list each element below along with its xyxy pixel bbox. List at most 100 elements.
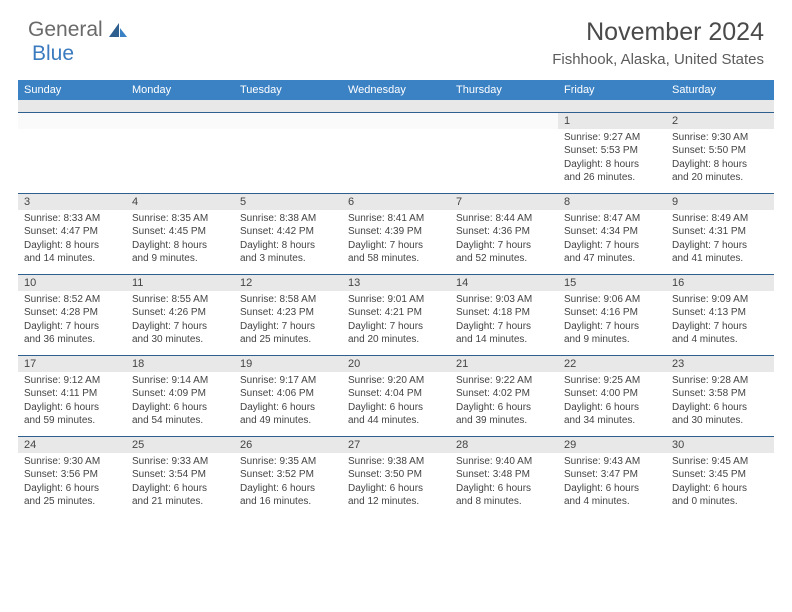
day-header: Sunday (18, 80, 126, 100)
daylight-line-1: Daylight: 6 hours (672, 482, 768, 496)
date-number: 3 (18, 193, 126, 210)
daylight-line-2: and 14 minutes. (456, 333, 552, 347)
sunrise-line: Sunrise: 9:43 AM (564, 455, 660, 469)
logo: General (28, 18, 129, 42)
sunset-line: Sunset: 4:00 PM (564, 387, 660, 401)
sunrise-line: Sunrise: 9:30 AM (24, 455, 120, 469)
date-detail: Sunrise: 9:43 AMSunset: 3:47 PMDaylight:… (558, 453, 666, 517)
date-number: 9 (666, 193, 774, 210)
date-detail: Sunrise: 9:45 AMSunset: 3:45 PMDaylight:… (666, 453, 774, 517)
sunset-line: Sunset: 4:13 PM (672, 306, 768, 320)
date-detail: Sunrise: 9:03 AMSunset: 4:18 PMDaylight:… (450, 291, 558, 356)
sunset-line: Sunset: 4:31 PM (672, 225, 768, 239)
sunset-line: Sunset: 4:09 PM (132, 387, 228, 401)
sunrise-line: Sunrise: 8:49 AM (672, 212, 768, 226)
date-number: 25 (126, 436, 234, 453)
date-number-row: 3456789 (18, 193, 774, 210)
day-header-row: SundayMondayTuesdayWednesdayThursdayFrid… (18, 80, 774, 100)
date-number (126, 112, 234, 129)
daylight-line-2: and 3 minutes. (240, 252, 336, 266)
date-detail: Sunrise: 9:35 AMSunset: 3:52 PMDaylight:… (234, 453, 342, 517)
date-detail: Sunrise: 9:09 AMSunset: 4:13 PMDaylight:… (666, 291, 774, 356)
sunset-line: Sunset: 5:50 PM (672, 144, 768, 158)
daylight-line-2: and 0 minutes. (672, 495, 768, 509)
date-detail: Sunrise: 8:38 AMSunset: 4:42 PMDaylight:… (234, 210, 342, 275)
month-title: November 2024 (552, 18, 764, 47)
sunrise-line: Sunrise: 9:45 AM (672, 455, 768, 469)
date-number: 15 (558, 274, 666, 291)
daylight-line-2: and 9 minutes. (564, 333, 660, 347)
sunrise-line: Sunrise: 9:14 AM (132, 374, 228, 388)
date-number: 1 (558, 112, 666, 129)
date-number: 2 (666, 112, 774, 129)
sunset-line: Sunset: 4:36 PM (456, 225, 552, 239)
sunrise-line: Sunrise: 9:33 AM (132, 455, 228, 469)
date-number: 4 (126, 193, 234, 210)
daylight-line-1: Daylight: 6 hours (240, 401, 336, 415)
sunset-line: Sunset: 3:50 PM (348, 468, 444, 482)
sunrise-line: Sunrise: 9:40 AM (456, 455, 552, 469)
date-detail (450, 129, 558, 194)
logo-text-2: Blue (32, 42, 74, 66)
date-number (234, 112, 342, 129)
daylight-line-2: and 12 minutes. (348, 495, 444, 509)
date-detail: Sunrise: 8:41 AMSunset: 4:39 PMDaylight:… (342, 210, 450, 275)
sunrise-line: Sunrise: 8:47 AM (564, 212, 660, 226)
daylight-line-1: Daylight: 6 hours (348, 482, 444, 496)
date-detail: Sunrise: 9:27 AMSunset: 5:53 PMDaylight:… (558, 129, 666, 194)
date-number: 12 (234, 274, 342, 291)
day-header: Thursday (450, 80, 558, 100)
sunset-line: Sunset: 4:34 PM (564, 225, 660, 239)
date-detail (342, 129, 450, 194)
date-number: 5 (234, 193, 342, 210)
title-block: November 2024 Fishhook, Alaska, United S… (552, 18, 764, 68)
sunrise-line: Sunrise: 9:01 AM (348, 293, 444, 307)
daylight-line-1: Daylight: 7 hours (564, 239, 660, 253)
date-detail: Sunrise: 9:17 AMSunset: 4:06 PMDaylight:… (234, 372, 342, 437)
date-detail: Sunrise: 9:14 AMSunset: 4:09 PMDaylight:… (126, 372, 234, 437)
date-number: 14 (450, 274, 558, 291)
date-number: 10 (18, 274, 126, 291)
daylight-line-2: and 41 minutes. (672, 252, 768, 266)
sunset-line: Sunset: 3:48 PM (456, 468, 552, 482)
date-detail: Sunrise: 9:28 AMSunset: 3:58 PMDaylight:… (666, 372, 774, 437)
daylight-line-1: Daylight: 6 hours (564, 401, 660, 415)
daylight-line-2: and 9 minutes. (132, 252, 228, 266)
sunset-line: Sunset: 3:54 PM (132, 468, 228, 482)
daylight-line-2: and 59 minutes. (24, 414, 120, 428)
date-detail-row: Sunrise: 9:12 AMSunset: 4:11 PMDaylight:… (18, 372, 774, 437)
date-detail-row: Sunrise: 8:33 AMSunset: 4:47 PMDaylight:… (18, 210, 774, 275)
sunset-line: Sunset: 3:52 PM (240, 468, 336, 482)
sunset-line: Sunset: 4:26 PM (132, 306, 228, 320)
daylight-line-2: and 20 minutes. (348, 333, 444, 347)
sunset-line: Sunset: 4:04 PM (348, 387, 444, 401)
sunrise-line: Sunrise: 8:44 AM (456, 212, 552, 226)
calendar-body: SundayMondayTuesdayWednesdayThursdayFrid… (18, 80, 774, 517)
daylight-line-1: Daylight: 7 hours (456, 320, 552, 334)
daylight-line-1: Daylight: 6 hours (456, 401, 552, 415)
daylight-line-1: Daylight: 6 hours (132, 482, 228, 496)
date-number: 23 (666, 355, 774, 372)
date-number: 11 (126, 274, 234, 291)
date-detail: Sunrise: 8:44 AMSunset: 4:36 PMDaylight:… (450, 210, 558, 275)
sunset-line: Sunset: 3:56 PM (24, 468, 120, 482)
daylight-line-1: Daylight: 6 hours (24, 401, 120, 415)
date-number: 21 (450, 355, 558, 372)
daylight-line-2: and 14 minutes. (24, 252, 120, 266)
daylight-line-1: Daylight: 8 hours (132, 239, 228, 253)
date-detail: Sunrise: 8:58 AMSunset: 4:23 PMDaylight:… (234, 291, 342, 356)
daylight-line-2: and 52 minutes. (456, 252, 552, 266)
date-number: 24 (18, 436, 126, 453)
daylight-line-2: and 8 minutes. (456, 495, 552, 509)
date-detail-row: Sunrise: 9:27 AMSunset: 5:53 PMDaylight:… (18, 129, 774, 194)
daylight-line-2: and 54 minutes. (132, 414, 228, 428)
date-number-row: 12 (18, 112, 774, 129)
date-detail: Sunrise: 9:01 AMSunset: 4:21 PMDaylight:… (342, 291, 450, 356)
date-number: 17 (18, 355, 126, 372)
date-number-row: 10111213141516 (18, 274, 774, 291)
date-number: 29 (558, 436, 666, 453)
day-header: Monday (126, 80, 234, 100)
date-number: 19 (234, 355, 342, 372)
daylight-line-1: Daylight: 6 hours (24, 482, 120, 496)
date-number: 30 (666, 436, 774, 453)
